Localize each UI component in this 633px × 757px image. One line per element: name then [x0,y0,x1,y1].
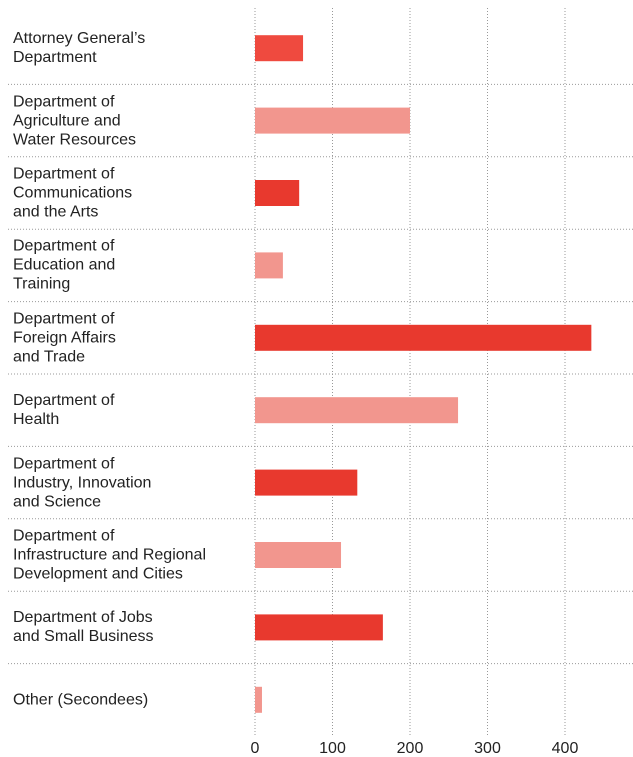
y-tick-label: Attorney General’s Department [13,30,146,67]
y-tick-label: Department of Education and Training [13,237,116,293]
x-tick-label: 200 [397,740,424,757]
bar [255,35,304,62]
y-tick-label: Other (Secondees) [13,691,149,709]
bar [255,397,459,424]
bar [255,324,592,351]
bar [255,180,300,206]
x-tick-label: 400 [552,740,579,757]
bar [255,469,358,496]
bar [255,686,262,713]
bar [255,542,342,568]
y-tick-label: Department of Health [13,392,115,429]
bar [255,252,283,279]
y-tick-label: Department of Jobs and Small Business [13,609,154,646]
y-tick-label: Department of Infrastructure and Regiona… [13,527,206,583]
y-tick-label: Department of Industry, Innovation and S… [13,455,152,511]
x-tick-label: 100 [319,740,346,757]
x-tick-label: 0 [251,740,260,757]
y-tick-label: Department of Agriculture and Water Reso… [13,93,136,149]
y-tick-label: Department of Foreign Affairs and Trade [13,310,116,366]
y-tick-label: Department of Communications and the Art… [13,165,133,221]
bar [255,614,383,641]
x-tick-label: 300 [474,740,501,757]
bar [255,107,410,134]
